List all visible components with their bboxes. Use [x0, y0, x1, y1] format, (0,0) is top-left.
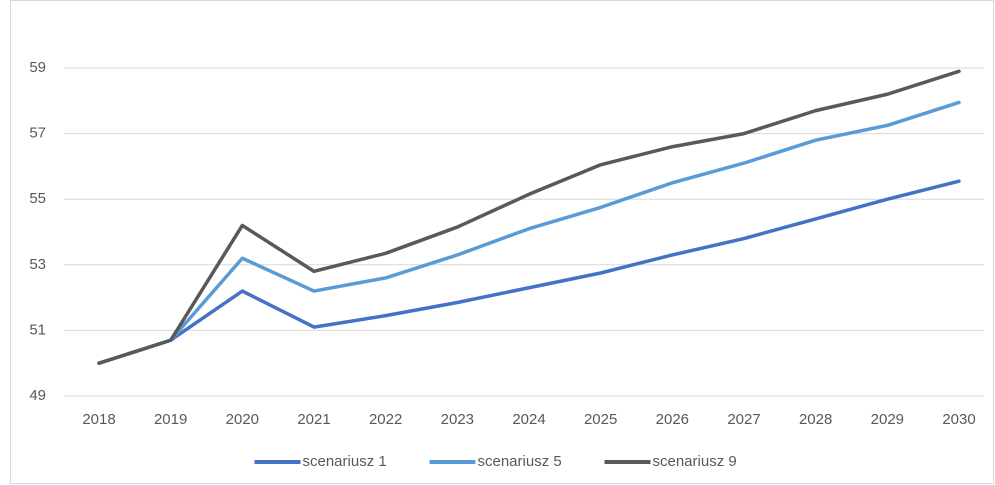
x-tick-label: 2023: [441, 411, 474, 428]
y-tick-label: 49: [29, 387, 46, 404]
y-tick-label: 53: [29, 256, 46, 273]
x-tick-label: 2020: [226, 411, 259, 428]
x-tick-label: 2022: [369, 411, 402, 428]
y-tick-label: 55: [29, 190, 46, 207]
series-line: [97, 100, 961, 365]
series-line: [97, 179, 961, 365]
x-tick-label: 2024: [512, 411, 545, 428]
y-tick-label: 57: [29, 125, 46, 142]
legend-label: scenariusz 5: [478, 453, 562, 470]
x-tick-label: 2028: [799, 411, 832, 428]
x-tick-label: 2027: [727, 411, 760, 428]
series-line: [97, 69, 961, 365]
x-tick-label: 2030: [942, 411, 975, 428]
legend-label: scenariusz 9: [653, 453, 737, 470]
x-tick-label: 2029: [871, 411, 904, 428]
legend-label: scenariusz 1: [303, 453, 387, 470]
y-tick-label: 59: [29, 59, 46, 76]
chart-frame: [10, 0, 994, 484]
x-tick-label: 2026: [656, 411, 689, 428]
x-tick-label: 2021: [297, 411, 330, 428]
x-tick-label: 2018: [82, 411, 115, 428]
y-tick-label: 51: [29, 321, 46, 338]
x-tick-label: 2025: [584, 411, 617, 428]
x-tick-label: 2019: [154, 411, 187, 428]
